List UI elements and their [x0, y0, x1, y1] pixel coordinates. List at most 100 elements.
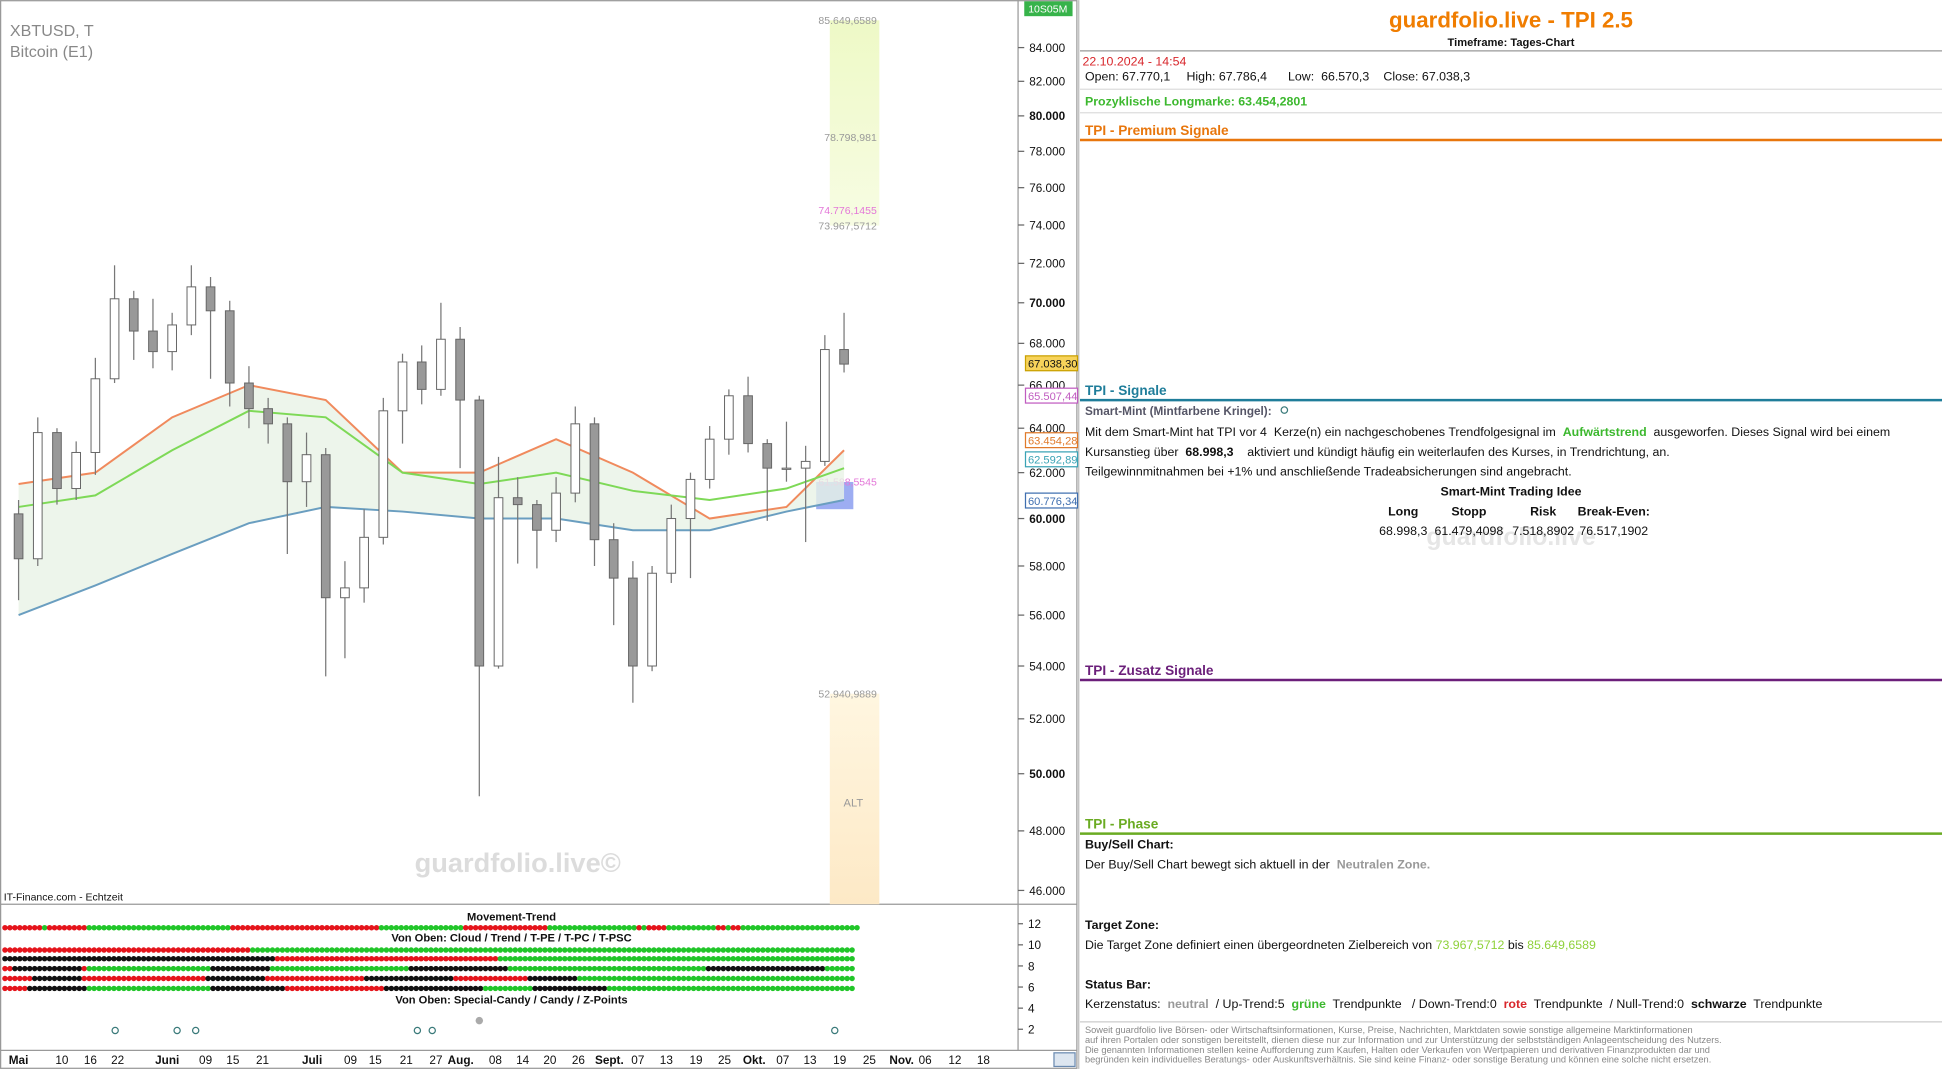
trend-dot — [477, 975, 484, 982]
trend-dot — [304, 965, 310, 972]
trend-dot — [344, 955, 350, 962]
trend-dot — [537, 925, 543, 931]
trend-dot — [428, 985, 434, 992]
trend-dot — [715, 985, 722, 992]
text-line: Teilgewinnmitnahmen bei +1% und anschlie… — [1085, 465, 1572, 479]
trend-dot — [700, 955, 707, 962]
trend-dot — [467, 947, 474, 953]
trend-dot — [641, 975, 647, 982]
indicator-title: Von Oben: Special-Candy / Candy / Z-Poin… — [395, 994, 627, 1006]
trend-dot — [230, 955, 236, 962]
z-point — [413, 1026, 422, 1035]
trend-dot — [690, 975, 697, 982]
trend-dot — [210, 965, 216, 972]
trend-dot — [636, 965, 642, 972]
trend-dot — [745, 975, 751, 982]
trend-dot — [477, 925, 484, 931]
trend-dot — [438, 985, 444, 992]
trend-dot — [96, 975, 102, 982]
symbol: XBTUSD, T — [10, 22, 94, 40]
trend-dot — [566, 947, 573, 953]
candle-body — [743, 395, 753, 445]
trend-dot — [666, 925, 672, 931]
trend-dot — [135, 975, 142, 982]
trend-dot — [319, 965, 325, 972]
trend-dot — [36, 955, 43, 962]
trend-dot — [398, 975, 405, 982]
trend-dot — [770, 947, 776, 953]
trend-dot — [765, 955, 771, 962]
trend-dot — [661, 965, 667, 972]
candle-body — [493, 497, 504, 667]
trend-dot — [126, 947, 132, 953]
trend-dot — [2, 965, 8, 972]
x-tick-label: 18 — [977, 1054, 991, 1067]
candle-body — [32, 432, 43, 560]
trend-dot — [150, 985, 157, 992]
trend-dot — [56, 985, 63, 992]
text-segment: Kursanstieg über — [1085, 445, 1185, 459]
trend-dot — [180, 975, 187, 982]
trend-dot — [76, 975, 82, 982]
trend-dot — [586, 925, 593, 931]
trend-dot — [532, 965, 538, 972]
trend-dot — [522, 985, 528, 992]
trend-dot — [289, 975, 296, 982]
trend-dot — [532, 925, 538, 931]
trend-dot — [61, 965, 68, 972]
trend-dot — [705, 947, 712, 953]
trend-dot — [190, 975, 196, 982]
trend-dot — [527, 985, 533, 992]
trend-dot — [671, 955, 677, 962]
trend-dot — [61, 985, 68, 992]
trend-dot — [661, 925, 667, 931]
trend-dot — [155, 925, 162, 931]
z-point — [475, 1016, 484, 1025]
trend-dot — [814, 925, 821, 931]
trend-dot — [542, 947, 548, 953]
trend-dot — [566, 965, 573, 972]
trend-dot — [373, 975, 380, 982]
trend-dot — [646, 975, 652, 982]
trend-dot — [235, 947, 241, 953]
candle-body — [589, 423, 600, 541]
x-tick-label: 25 — [718, 1054, 732, 1067]
trend-dot — [403, 965, 409, 972]
trend-dot — [190, 925, 196, 931]
trend-dot — [284, 975, 291, 982]
trend-dot — [675, 925, 682, 931]
trend-dot — [329, 985, 335, 992]
trend-dot — [314, 965, 320, 972]
trend-dot — [91, 947, 97, 953]
trend-dot — [140, 925, 147, 931]
trend-dot — [160, 947, 167, 953]
price-tag — [1024, 492, 1079, 509]
trend-dot — [155, 975, 162, 982]
trend-dot — [220, 975, 226, 982]
trend-dot — [547, 965, 553, 972]
trend-dot — [12, 965, 18, 972]
trend-dot — [195, 965, 201, 972]
trend-dot — [675, 975, 682, 982]
trend-dot — [259, 955, 266, 962]
candle-body — [320, 454, 331, 599]
trend-dot — [299, 975, 305, 982]
trend-dot — [388, 955, 395, 962]
trend-dot — [215, 955, 221, 962]
trend-dot — [12, 947, 18, 953]
x-tick-label: 06 — [919, 1054, 933, 1067]
y-tick-label: 56.000 — [1029, 609, 1065, 622]
trend-dot — [22, 947, 28, 953]
trend-dot — [566, 955, 573, 962]
trend-dot — [170, 965, 177, 972]
trend-dot — [368, 947, 375, 953]
trend-dot — [279, 925, 286, 931]
trend-dot — [131, 925, 137, 931]
trend-dot — [784, 955, 791, 962]
trend-dot — [289, 955, 296, 962]
trend-dot — [581, 975, 588, 982]
trend-dot — [517, 985, 523, 992]
trend-dot — [571, 955, 578, 962]
trend-dot — [705, 975, 712, 982]
trend-dot — [725, 947, 731, 953]
